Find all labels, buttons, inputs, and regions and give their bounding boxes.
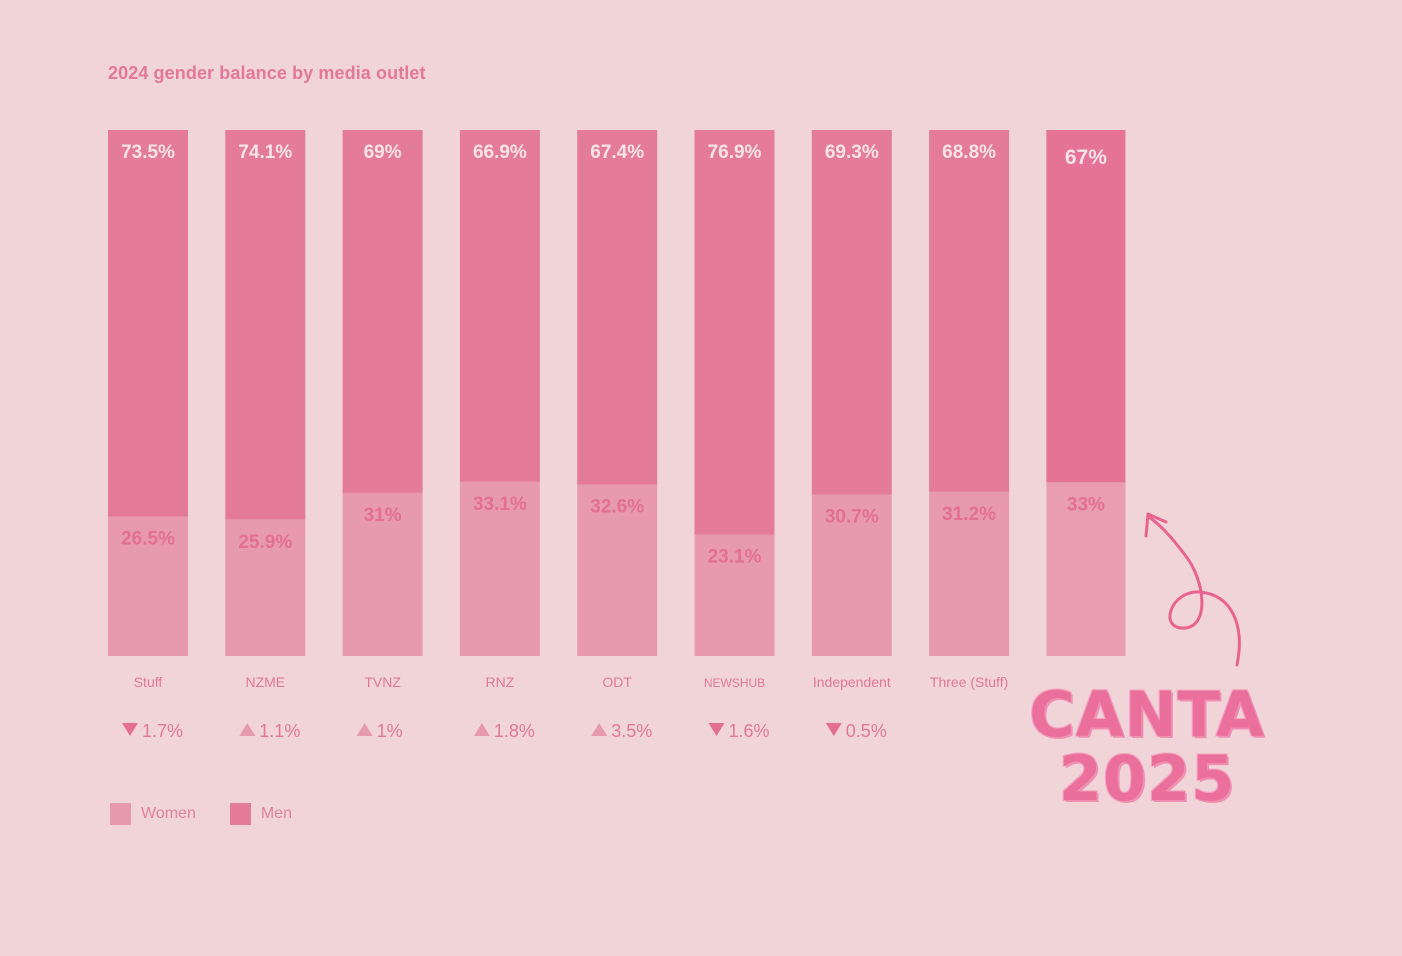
down-arrow-icon-6 — [825, 723, 842, 736]
data-label-women-3: 33.1% — [473, 494, 527, 515]
bar-men-5 — [694, 130, 775, 535]
change-indicator-3: 1.8% — [473, 721, 535, 741]
bar-women-5 — [694, 534, 775, 656]
data-label-women-1: 25.9% — [238, 532, 292, 553]
data-label-men-2: 69% — [364, 142, 402, 163]
logo-line-1: CANTA — [1029, 678, 1265, 751]
data-label-women-8: 33% — [1067, 494, 1105, 515]
data-label-women-0: 26.5% — [121, 529, 175, 550]
legend-label-women: Women — [141, 805, 196, 822]
legend-item-women: Women — [110, 803, 196, 825]
data-label-men-7: 68.8% — [942, 142, 996, 163]
bar-women-6 — [811, 494, 892, 656]
down-arrow-icon-5 — [708, 723, 725, 736]
legend-swatch-women — [110, 803, 131, 825]
x-tick-label-1: NZME — [245, 674, 285, 690]
canta-2025-logo: CANTA 2025 — [1022, 683, 1272, 811]
data-label-women-7: 31.2% — [942, 504, 996, 525]
change-label-1: 1.1% — [259, 721, 300, 741]
bar-men-0 — [108, 130, 188, 517]
x-tick-label-3: RNZ — [486, 674, 515, 690]
data-label-men-0: 73.5% — [121, 142, 175, 163]
change-indicator-1: 1.1% — [239, 721, 300, 741]
data-label-women-5: 23.1% — [708, 546, 762, 567]
up-arrow-icon-3 — [473, 723, 490, 736]
change-indicator-2: 1% — [356, 721, 403, 741]
bar-men-7 — [929, 130, 1010, 492]
data-label-men-8: 67% — [1065, 146, 1107, 169]
up-arrow-icon-4 — [591, 723, 608, 736]
change-label-6: 0.5% — [846, 721, 887, 741]
change-indicator-5: 1.6% — [708, 721, 770, 741]
bar-men-8 — [1046, 130, 1126, 483]
x-tick-label-7: Three (Stuff) — [930, 674, 1008, 690]
bar-women-3 — [459, 481, 540, 656]
data-label-women-2: 31% — [364, 505, 402, 526]
bar-men-4 — [577, 130, 658, 485]
data-label-men-1: 74.1% — [238, 142, 292, 163]
logo-line-2: 2025 — [1058, 742, 1236, 815]
change-indicator-4: 3.5% — [591, 721, 652, 741]
bar-women-0 — [108, 516, 188, 656]
bar-women-4 — [577, 484, 658, 656]
labels-layer: 73.5% 26.5% Stuff 1.7% 74.1% 25.9% NZME 1.1% 69%… — [121, 142, 1107, 741]
legend-swatch-men — [229, 803, 251, 825]
bars-layer — [108, 130, 1126, 656]
bar-men-1 — [225, 130, 306, 520]
up-arrow-icon-2 — [356, 723, 373, 736]
bar-men-2 — [342, 130, 423, 493]
data-label-men-4: 67.4% — [590, 142, 644, 163]
legend: Women Men — [110, 803, 326, 825]
up-arrow-icon-1 — [239, 723, 256, 736]
x-tick-label-6: Independent — [813, 674, 891, 690]
change-label-2: 1% — [377, 721, 403, 741]
chart-title: 2024 gender balance by media outlet — [108, 63, 426, 83]
arrow-head-icon — [1144, 512, 1168, 538]
data-label-women-6: 30.7% — [825, 507, 879, 528]
data-label-men-5: 76.9% — [708, 142, 762, 163]
bar-men-3 — [459, 130, 540, 482]
data-label-women-4: 32.6% — [590, 497, 644, 518]
data-label-men-6: 69.3% — [825, 142, 879, 163]
x-tick-label-0: Stuff — [134, 674, 163, 690]
bar-women-1 — [225, 519, 306, 656]
bar-women-8 — [1046, 482, 1126, 656]
change-label-0: 1.7% — [142, 721, 183, 741]
down-arrow-icon-0 — [122, 723, 138, 736]
legend-label-men: Men — [260, 805, 292, 822]
bar-women-7 — [929, 491, 1010, 656]
change-label-3: 1.8% — [494, 721, 535, 741]
x-tick-label-4: ODT — [602, 674, 632, 690]
x-tick-label-5: NEWSHUB — [704, 676, 765, 690]
legend-item-men: Men — [229, 803, 292, 825]
data-label-men-3: 66.9% — [473, 142, 527, 163]
bar-women-2 — [342, 492, 423, 656]
change-indicator-6: 0.5% — [825, 721, 887, 741]
change-indicator-0: 1.7% — [122, 721, 183, 741]
change-label-4: 3.5% — [611, 721, 652, 741]
change-label-5: 1.6% — [729, 721, 770, 741]
curly-arrow-icon — [1146, 514, 1241, 667]
bar-men-6 — [811, 130, 892, 495]
x-tick-label-2: TVNZ — [364, 674, 401, 690]
